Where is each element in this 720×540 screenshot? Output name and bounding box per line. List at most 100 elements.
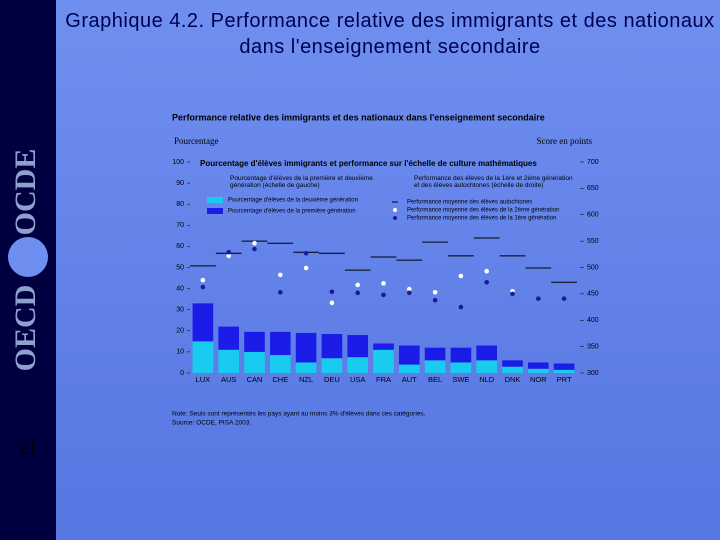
bar (192, 303, 214, 342)
y-tick-label: 100 (172, 159, 184, 166)
legend-swatch (393, 216, 397, 220)
y2-tick-label: 550 (587, 238, 599, 245)
bar (424, 360, 446, 373)
score-point (407, 290, 412, 296)
bar (398, 345, 420, 365)
legend-swatch (207, 197, 223, 203)
chart-subtitle: Pourcentage d'élèves immigrants et perfo… (200, 159, 537, 168)
bar (553, 363, 575, 370)
score-point (200, 277, 206, 283)
score-point (381, 281, 386, 286)
score-point (536, 296, 541, 301)
bar (553, 369, 575, 373)
bar (424, 347, 446, 361)
legend-label: Performance moyenne des élèves de la 2èm… (407, 208, 559, 214)
bar (321, 333, 343, 359)
bar (476, 360, 498, 373)
y-tick-label: 30 (176, 307, 184, 314)
page-number: 21 (19, 438, 37, 458)
score-point (355, 282, 361, 288)
y2-tick-label: 350 (587, 343, 599, 350)
legend-group: Pourcentage d'élèves de la première et d… (230, 175, 373, 189)
score-point (458, 273, 464, 279)
bar (347, 357, 369, 373)
y2-tick-label: 700 (587, 159, 599, 166)
x-tick-label: NZL (299, 375, 313, 384)
score-point (329, 300, 335, 306)
bar (450, 347, 472, 363)
score-point (278, 272, 283, 278)
x-tick-label: DNK (505, 375, 521, 384)
logo-text: OCDE (9, 149, 42, 236)
legend-label: Pourcentage d'élèves de la première géné… (228, 209, 356, 215)
score-point (329, 289, 335, 295)
score-point (561, 296, 567, 301)
legend-group: Performance des élèves de la 1ère et 2èm… (414, 175, 573, 189)
bar (269, 331, 291, 356)
legend-label: Pourcentage d'élèves de la deuxième géné… (228, 198, 358, 204)
bar (476, 345, 498, 361)
bar (244, 331, 265, 352)
score-point (484, 268, 490, 274)
bar (450, 362, 472, 373)
x-tick-label: FRA (376, 375, 391, 384)
y2-tick-label: 600 (587, 212, 599, 219)
y2-axis-label: Score en points (537, 136, 593, 146)
score-point (407, 286, 412, 292)
bar (192, 341, 214, 373)
x-tick-label: SWE (452, 375, 469, 384)
score-point (510, 291, 515, 297)
bar (373, 349, 394, 373)
score-point (252, 246, 257, 252)
y-tick-label: 40 (176, 285, 184, 292)
bar (502, 360, 523, 367)
bar (527, 362, 549, 369)
score-point (303, 250, 309, 256)
bar (321, 358, 343, 373)
score-point (432, 297, 438, 303)
bar (398, 364, 420, 373)
score-point (278, 289, 283, 295)
legend-swatch (393, 208, 397, 212)
y-tick-label: 70 (176, 222, 184, 229)
y-tick-label: 20 (176, 328, 184, 335)
legend-label: Performance moyenne des élèves autochton… (407, 200, 532, 206)
bar (244, 351, 265, 373)
logo-circle (8, 237, 48, 277)
legend-swatch (207, 208, 223, 214)
source: Source: OCDE, PISA 2003. (172, 420, 251, 427)
y2-tick-label: 300 (587, 370, 599, 377)
y-tick-label: 50 (176, 264, 184, 271)
bar (295, 332, 317, 363)
x-tick-label: NOR (530, 375, 547, 384)
x-tick-label: BEL (428, 375, 442, 384)
x-tick-label: DEU (324, 375, 340, 384)
bar (295, 362, 317, 373)
note: Note: Seuls sont représentés les pays ay… (172, 411, 426, 418)
score-point (458, 304, 464, 310)
y2-tick-label: 400 (587, 317, 599, 324)
y2-tick-label: 500 (587, 264, 599, 271)
y-axis-label: Pourcentage (174, 136, 218, 146)
bar (502, 366, 523, 373)
y-tick-label: 60 (176, 243, 184, 250)
score-point (484, 279, 490, 285)
score-point (355, 290, 361, 296)
y-tick-label: 0 (180, 370, 184, 377)
x-tick-label: USA (350, 375, 365, 384)
y2-tick-label: 450 (587, 291, 599, 298)
x-tick-label: NLD (479, 375, 495, 384)
bar (218, 326, 240, 350)
bar (269, 355, 291, 373)
x-tick-label: AUS (221, 375, 236, 384)
score-point (303, 265, 309, 271)
x-tick-label: LUX (196, 375, 211, 384)
y2-tick-label: 650 (587, 185, 599, 192)
score-point (432, 289, 438, 295)
bar (347, 335, 369, 358)
score-point (226, 249, 231, 255)
bar (218, 349, 240, 373)
logo-text: OECD (9, 285, 42, 372)
